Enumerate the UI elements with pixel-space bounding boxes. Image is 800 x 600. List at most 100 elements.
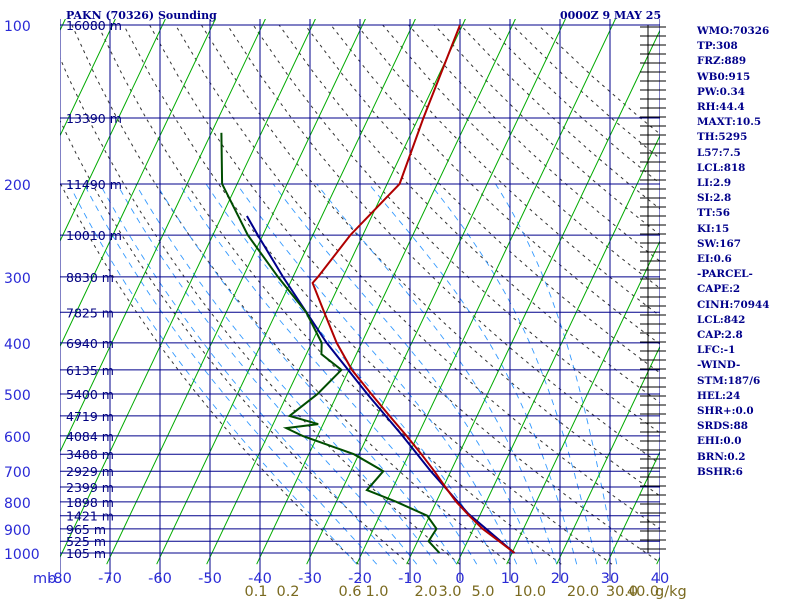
moist-adiabat-line (68, 183, 358, 565)
index-item: L57:7.5 (697, 146, 741, 159)
pressure-label: 500 (4, 388, 31, 404)
temperature-tick-label: 0 (455, 571, 464, 587)
height-label: 4719 m (66, 409, 114, 424)
height-label: 2929 m (66, 464, 114, 479)
index-item: SW:167 (697, 237, 741, 250)
isotherm-line (306, 19, 566, 565)
index-item: EHI:0.0 (697, 435, 742, 448)
moist-adiabat-line (179, 183, 478, 565)
pressure-label: 700 (4, 465, 31, 481)
isotherm-line (356, 19, 616, 565)
pressure-label: 800 (4, 496, 31, 512)
parcel-path-line (246, 215, 516, 554)
temperature-tick-label: 20 (551, 571, 569, 587)
height-label: 13390 m (66, 111, 122, 126)
index-item: LI:2.9 (697, 177, 732, 190)
dry-adiabat-line (60, 181, 359, 565)
height-label: 5400 m (66, 387, 114, 402)
temperature-tick-label: -50 (198, 571, 222, 587)
index-item: STM:187/6 (697, 374, 761, 387)
moist-adiabat-line (236, 183, 518, 565)
mixing-ratio-label: 1.0 (365, 584, 388, 600)
mixing-ratio-label: 0.1 (244, 584, 267, 600)
isotherm-line (206, 19, 466, 565)
moist-adiabat-line (368, 183, 578, 565)
temperature-tick-label: -70 (98, 571, 122, 587)
moist-adiabat-line (316, 183, 558, 565)
index-item: SI:2.8 (697, 192, 732, 205)
moist-adiabat-line (205, 183, 498, 565)
mixing-ratio-label: 0.6 (338, 584, 361, 600)
temperature-tick-label: -80 (48, 571, 72, 587)
height-label: 105 m (66, 546, 106, 561)
isotherm-line (456, 134, 660, 565)
mixing-ratio-label: 10.0 (514, 584, 546, 600)
dry-adiabat-line (200, 24, 660, 497)
index-item: WMO:70326 (697, 25, 770, 37)
index-item: HEL:24 (697, 389, 741, 402)
dry-adiabat-line (408, 24, 660, 262)
isotherm-line (60, 19, 166, 243)
temperature-tick-label: -20 (348, 571, 372, 587)
moist-adiabat-line (99, 183, 398, 565)
index-item: FRZ:889 (697, 55, 747, 68)
temperature-tick-label: -60 (148, 571, 172, 587)
index-item: BRN:0.2 (697, 450, 746, 463)
isotherm-line (60, 19, 116, 137)
chart-title: PAKN (70326) Sounding (66, 9, 217, 22)
dry-adiabat-line (149, 24, 660, 563)
isotherm-line (256, 19, 516, 565)
dry-adiabat-line (330, 24, 660, 345)
temperature-tick-label: 10 (501, 571, 519, 587)
height-label: 11490 m (66, 177, 122, 192)
isotherm-line (506, 239, 660, 565)
index-item: TT:56 (697, 207, 731, 220)
isotherm-line (156, 19, 416, 565)
dry-adiabat-line (356, 24, 660, 317)
dry-adiabat-line (226, 24, 660, 465)
pressure-label: 300 (4, 271, 31, 287)
temperature-tick-label: 30 (601, 571, 619, 587)
temperature-tick-label: -10 (398, 571, 422, 587)
height-label: 1421 m (66, 509, 114, 524)
index-item: LFC:-1 (697, 344, 736, 357)
temperature-tick-label: -40 (248, 571, 272, 587)
dry-adiabat-line (278, 24, 660, 404)
height-label: 1898 m (66, 495, 114, 510)
pressure-label: 600 (4, 430, 31, 446)
isotherm-line (556, 345, 660, 565)
isotherm-line (406, 29, 660, 565)
index-item: KI:15 (697, 222, 730, 235)
mixing-ratio-label: 0.2 (276, 584, 299, 600)
pressure-label: 1000 (4, 547, 40, 563)
height-label: 4084 m (66, 429, 114, 444)
sounding-datetime: 0000Z 9 MAY 25 (560, 9, 662, 22)
height-label: 525 m (66, 534, 106, 549)
height-label: 6940 m (66, 336, 114, 351)
temperature-tick-label: 40 (651, 571, 669, 587)
moist-adiabat-line (495, 183, 618, 565)
moist-adiabat-line (135, 183, 438, 565)
height-label: 16080 m (66, 18, 122, 33)
height-label: 965 m (66, 522, 106, 537)
isotherm-line (60, 19, 266, 454)
dry-adiabat-line (71, 24, 511, 565)
temperature-line (311, 24, 516, 554)
index-item: CINH:70944 (697, 298, 770, 311)
height-label: 3488 m (66, 447, 114, 462)
dry-adiabat-line (304, 24, 660, 374)
dry-adiabat-line (382, 24, 660, 289)
moist-adiabat-line (116, 183, 418, 565)
index-item: SRDS:88 (697, 420, 748, 433)
pressure-label: 400 (4, 337, 31, 353)
index-item: CAP:2.8 (697, 329, 743, 342)
index-item: MAXT:10.5 (697, 116, 762, 129)
isotherm-line (60, 19, 316, 559)
height-label: 2399 m (66, 480, 114, 495)
index-item: EI:0.6 (697, 253, 732, 266)
index-item: -WIND- (697, 359, 741, 372)
index-item: CAPE:2 (697, 283, 741, 296)
temperature-tick-label: -30 (298, 571, 322, 587)
height-label: 6135 m (66, 363, 114, 378)
index-item: WB0:915 (697, 70, 751, 83)
